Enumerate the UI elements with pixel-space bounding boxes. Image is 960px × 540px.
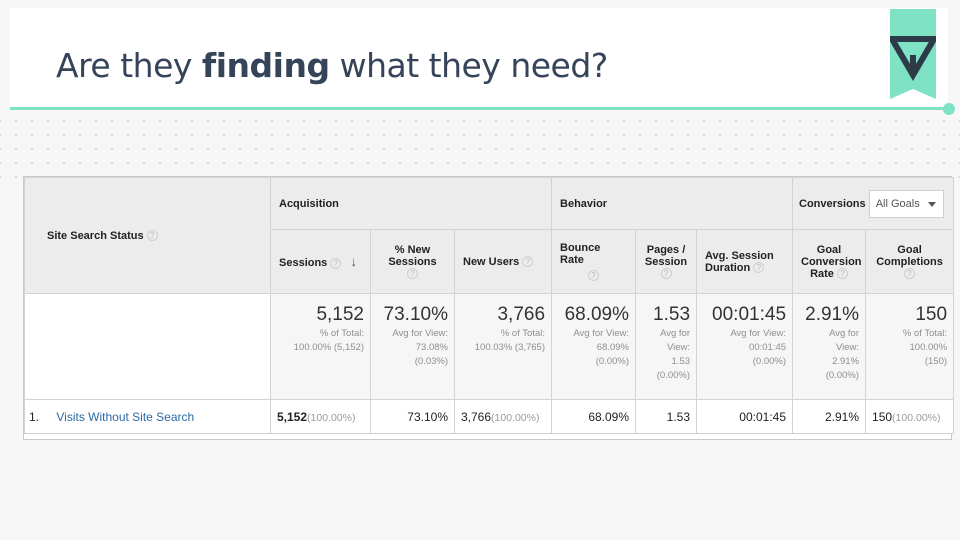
col-goal-completions[interactable]: Goal Completions? bbox=[865, 229, 955, 294]
total-pages-session: 1.53 Avg for View: 1.53 (0.00%) bbox=[635, 293, 698, 400]
title-card: Are they finding what they need? bbox=[10, 8, 955, 115]
col-new-sessions[interactable]: % New Sessions? bbox=[370, 229, 455, 294]
group-behavior: Behavior bbox=[551, 177, 794, 230]
goal-select[interactable]: All Goals bbox=[868, 189, 944, 218]
col-conv-rate[interactable]: Goal Conversion Rate ? bbox=[792, 229, 867, 294]
help-icon[interactable]: ? bbox=[753, 262, 765, 274]
total-avg-duration: 00:01:45 Avg for View: 00:01:45 (0.00%) bbox=[696, 293, 794, 400]
row-bounce-rate: 68.09% bbox=[551, 399, 637, 434]
dimension-header[interactable]: Site Search Status ? bbox=[24, 177, 271, 294]
col-bounce-rate[interactable]: Bounce Rate? bbox=[551, 229, 637, 294]
page-title: Are they finding what they need? bbox=[56, 46, 608, 85]
total-new-sessions: 73.10% Avg for View: 73.08% (0.03%) bbox=[370, 293, 455, 400]
help-icon[interactable]: ? bbox=[330, 257, 342, 269]
help-icon[interactable]: ? bbox=[407, 268, 418, 280]
row-conv-rate: 2.91% bbox=[792, 399, 867, 434]
group-acquisition: Acquisition bbox=[269, 177, 553, 230]
help-icon[interactable]: ? bbox=[836, 268, 848, 280]
col-pages-session[interactable]: Pages / Session? bbox=[635, 229, 698, 294]
totals-row: 5,152 % of Total: 100.00% (5,152) 73.10%… bbox=[24, 293, 955, 400]
row-new-users: 3,766(100.00%) bbox=[453, 399, 553, 434]
total-sessions: 5,152 % of Total: 100.00% (5,152) bbox=[270, 293, 371, 400]
row-sessions: 5,152(100.00%) bbox=[270, 399, 371, 434]
row-pages-session: 1.53 bbox=[635, 399, 698, 434]
total-bounce-rate: 68.09% Avg for View: 68.09% (0.00%) bbox=[551, 293, 637, 400]
col-sessions[interactable]: Sessions ? ↓ bbox=[270, 229, 371, 294]
col-new-users[interactable]: New Users ? bbox=[453, 229, 553, 294]
chevron-down-icon bbox=[927, 201, 936, 207]
help-icon[interactable]: ? bbox=[660, 268, 672, 280]
help-icon[interactable]: ? bbox=[522, 256, 534, 268]
help-icon[interactable]: ? bbox=[904, 268, 916, 280]
help-icon[interactable]: ? bbox=[588, 269, 600, 281]
row-new-sessions: 73.10% bbox=[370, 399, 455, 434]
total-new-users: 3,766 % of Total: 100.03% (3,765) bbox=[453, 293, 553, 400]
table-row: 1. Visits Without Site Search 5,152(100.… bbox=[24, 399, 955, 434]
row-goal-completions: 150(100.00%) bbox=[865, 399, 955, 434]
group-conversions: Conversions All Goals bbox=[792, 177, 955, 230]
analytics-report-table: Site Search Status ? Acquisition Behavio… bbox=[23, 176, 955, 440]
dotted-background bbox=[0, 110, 960, 180]
total-goal-completions: 150 % of Total: 100.00% (150) bbox=[865, 293, 955, 400]
row-dimension-cell: 1. Visits Without Site Search bbox=[24, 399, 271, 434]
row-avg-duration: 00:01:45 bbox=[696, 399, 794, 434]
total-conv-rate: 2.91% Avg for View: 2.91% (0.00%) bbox=[792, 293, 867, 400]
sort-down-arrow-icon[interactable]: ↓ bbox=[350, 254, 357, 269]
help-icon[interactable]: ? bbox=[146, 230, 158, 242]
col-avg-duration[interactable]: Avg. Session Duration ? bbox=[696, 229, 794, 294]
totals-dimension-cell bbox=[24, 293, 271, 400]
triangle-y-logo-icon bbox=[890, 9, 936, 99]
row-link[interactable]: Visits Without Site Search bbox=[56, 409, 195, 424]
